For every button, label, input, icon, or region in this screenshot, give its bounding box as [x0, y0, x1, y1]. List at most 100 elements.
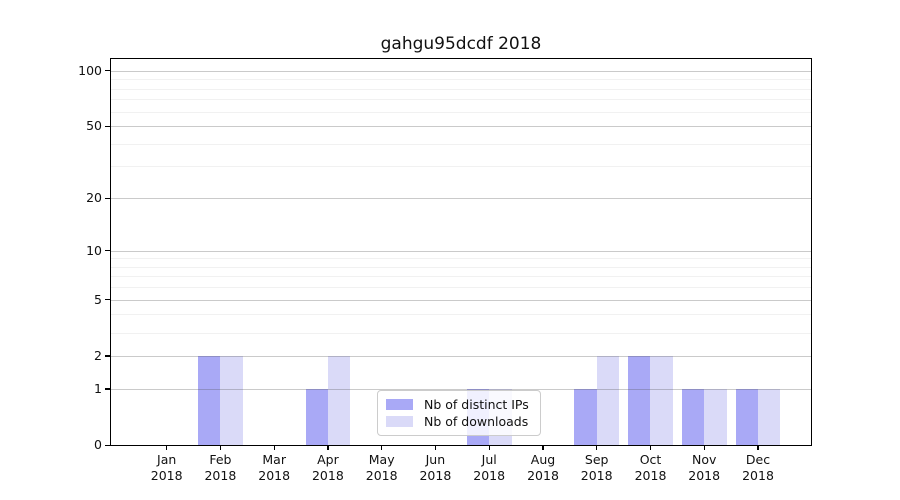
x-tick-year: 2018: [204, 468, 237, 483]
bar-downloads-dec: [757, 388, 781, 445]
x-tick-mark: [649, 445, 652, 450]
x-tick-mark: [488, 445, 490, 450]
x-tick-month: Oct: [639, 452, 662, 467]
chart-title: gahgu95dcdf 2018: [380, 34, 542, 54]
x-tick-year: 2018: [580, 468, 613, 483]
x-tick-month: Sep: [584, 452, 609, 467]
gridline-minor: [111, 79, 811, 81]
x-tick-mark: [273, 445, 275, 450]
x-tick-label: Sep 2018: [565, 452, 629, 484]
gridline-major: [111, 250, 811, 252]
x-tick-mark: [703, 445, 705, 450]
bar-distinct-ips-sep: [574, 388, 597, 445]
x-tick-label: Nov 2018: [672, 452, 736, 484]
y-tick-mark: [105, 444, 111, 446]
x-tick-year: 2018: [742, 468, 774, 483]
x-tick-year: 2018: [150, 468, 183, 483]
bar-downloads-feb: [220, 355, 243, 445]
gridline-minor: [111, 88, 811, 90]
x-tick-label: Feb 2018: [188, 452, 252, 484]
gridline-major: [111, 126, 811, 127]
gridline-minor: [111, 276, 811, 278]
x-tick-month: Nov: [691, 452, 717, 467]
gridline-minor: [111, 258, 811, 260]
legend-row-distinct-ips: Nb of distinct IPs: [386, 396, 532, 413]
x-tick-mark: [757, 445, 759, 450]
x-tick-month: Feb: [209, 452, 232, 467]
x-tick-month: Mar: [262, 452, 286, 467]
gridline-minor: [111, 314, 811, 316]
x-tick-year: 2018: [527, 468, 559, 483]
x-tick-year: 2018: [365, 468, 398, 483]
bar-distinct-ips-dec: [735, 388, 758, 445]
gridline-major: [111, 70, 811, 72]
gridline-minor: [111, 111, 811, 113]
x-tick-label: Mar 2018: [242, 452, 306, 484]
y-tick-label: 20: [86, 190, 102, 205]
gridline-major: [111, 299, 811, 301]
gridline-minor: [111, 332, 811, 334]
bar-downloads-nov: [704, 388, 727, 445]
x-tick-label: May 2018: [350, 452, 414, 484]
bar-downloads-apr: [327, 355, 351, 445]
x-tick-year: 2018: [258, 468, 291, 483]
y-tick-label: 0: [94, 437, 102, 452]
x-tick-mark: [219, 445, 222, 450]
bar-downloads-sep: [596, 355, 620, 445]
x-tick-label: Aug 2018: [511, 452, 575, 484]
gridline-major: [111, 198, 811, 199]
y-tick-mark: [105, 299, 111, 301]
bar-distinct-ips-apr: [305, 388, 328, 445]
x-tick-label: Jun 2018: [403, 452, 467, 484]
x-tick-year: 2018: [311, 468, 344, 483]
bar-downloads-oct: [650, 355, 673, 445]
x-tick-label: Dec 2018: [726, 452, 790, 484]
legend-swatch-downloads: [386, 416, 413, 427]
gridline-minor: [111, 266, 811, 268]
x-tick-label: Jul 2018: [457, 452, 521, 484]
y-tick-mark: [105, 197, 111, 199]
bar-distinct-ips-oct: [628, 355, 651, 445]
y-tick-mark: [105, 70, 111, 72]
y-tick-mark: [105, 125, 111, 127]
x-tick-label: Oct 2018: [619, 452, 683, 484]
legend-swatch-distinct-ips: [386, 399, 413, 410]
x-tick-mark: [542, 445, 544, 450]
y-tick-label: 50: [86, 118, 102, 133]
legend: Nb of distinct IPs Nb of downloads: [377, 390, 541, 436]
gridline-minor: [111, 166, 811, 168]
y-tick-mark: [105, 250, 111, 252]
y-tick-label: 2: [94, 347, 102, 363]
x-tick-mark: [381, 445, 383, 450]
y-tick-label: 10: [86, 242, 102, 258]
x-tick-month: Jun: [425, 452, 446, 467]
y-tick-label: 100: [78, 62, 102, 78]
x-tick-year: 2018: [473, 468, 506, 483]
y-tick-mark: [105, 388, 111, 390]
x-tick-month: Aug: [530, 452, 556, 467]
x-tick-month: Jan: [157, 452, 177, 467]
gridline-minor: [111, 99, 811, 101]
gridline-minor: [111, 287, 811, 289]
legend-row-downloads: Nb of downloads: [386, 413, 532, 430]
x-tick-year: 2018: [634, 468, 667, 483]
x-tick-mark: [596, 445, 598, 450]
x-tick-month: Dec: [745, 452, 771, 467]
plot-area: [110, 58, 812, 446]
x-tick-month: Apr: [317, 452, 339, 467]
bar-distinct-ips-feb: [198, 355, 221, 445]
x-tick-mark: [434, 445, 437, 450]
legend-label-downloads: Nb of downloads: [424, 414, 529, 429]
x-tick-month: Jul: [481, 452, 497, 467]
x-tick-mark: [327, 445, 329, 450]
x-tick-mark: [166, 445, 168, 450]
gridline-minor: [111, 143, 811, 145]
y-tick-mark: [105, 355, 111, 357]
x-tick-year: 2018: [688, 468, 721, 483]
y-tick-label: 1: [94, 380, 102, 396]
x-tick-label: Apr 2018: [296, 452, 360, 484]
x-tick-label: Jan 2018: [135, 452, 199, 484]
x-tick-year: 2018: [419, 468, 452, 483]
legend-label-distinct-ips: Nb of distinct IPs: [424, 397, 529, 412]
